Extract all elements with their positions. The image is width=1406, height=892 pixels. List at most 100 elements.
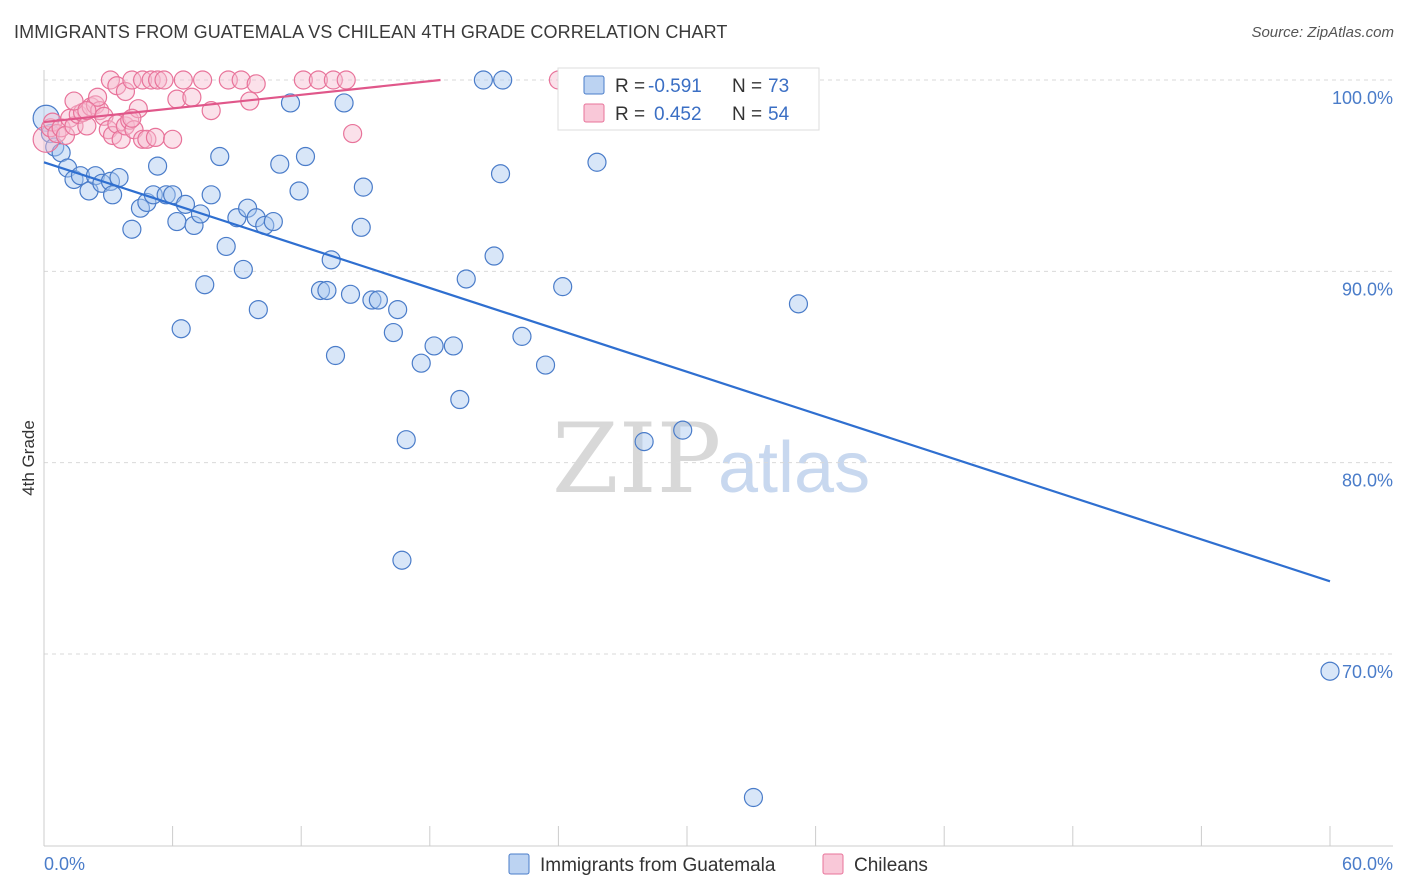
chileans-point-43 [246,74,266,94]
trend-lines [43,78,1331,583]
guatemala-point-24 [201,185,221,205]
guatemala-point-37 [310,280,331,301]
source-credit: Source: ZipAtlas.com [1251,24,1394,41]
chileans-point-29 [115,81,136,102]
legend-r-value-chileans: 0.452 [654,104,702,125]
bottom-legend-swatch-chileans [822,853,844,875]
guatemala-point-68 [195,275,215,295]
y-tick-label-1: 90.0% [1342,279,1393,299]
guatemala-point-71 [743,787,764,808]
legend-n-label-chileans: N = [732,104,762,125]
legend-r-label-chileans: R = [615,104,645,125]
stats-legend: R = -0.591 N = 73 R = 0.452 N = 54 [557,67,820,131]
chileans-point-0 [32,125,60,153]
chileans-point-33 [147,70,168,90]
guatemala-point-32 [263,211,283,232]
guatemala-point-64 [673,420,693,440]
guatemala-point-13 [122,219,142,239]
x-axis-ticks [43,826,1331,846]
chileans-point-52 [77,101,97,121]
guatemala-point-51 [424,336,444,356]
guatemala-point-62 [587,152,607,172]
chileans-point-25 [64,91,84,111]
guatemala-point-12 [102,185,123,205]
guatemala-point-52 [443,336,463,356]
legend-swatch-chileans [583,103,605,123]
guatemala-point-44 [351,217,371,237]
guatemala-point-59 [512,326,532,346]
guatemala-point-25 [210,146,230,167]
guatemala-point-35 [289,181,309,201]
bottom-legend-label-chileans: Chileans [854,855,928,876]
legend-r-value-guatemala: -0.591 [648,76,702,97]
watermark: ZIP atlas [552,403,870,515]
guatemala-point-63 [634,432,654,452]
y-tick-label-3: 70.0% [1342,662,1393,682]
y-tick-label-2: 80.0% [1342,471,1393,491]
gridlines [44,79,1393,655]
bottom-legend-label-guatemala: Immigrants from Guatemala [540,855,776,876]
watermark-atlas: atlas [718,428,870,508]
legend-n-value-chileans: 54 [768,104,790,125]
guatemala-point-47 [383,322,403,343]
guatemala-point-28 [233,259,253,280]
guatemala-point-54 [456,269,476,289]
legend-swatch-guatemala [583,75,605,95]
chileans-point-36 [173,70,193,90]
guatemala-point-57 [493,70,513,90]
guatemala-point-56 [484,246,504,266]
legend-n-value-guatemala: 73 [768,76,789,97]
chileans-point-48 [343,123,363,144]
guatemala-point-27 [227,208,247,228]
series-chileans-points [32,70,569,153]
guatemala-point-49 [396,430,416,450]
guatemala-point-40 [325,345,346,366]
legend-r-label-guatemala: R = [615,76,645,97]
chileans-point-47 [336,70,356,90]
guatemala-point-67 [171,319,191,339]
guatemala-point-66 [788,294,809,314]
guatemala-point-20 [167,211,187,232]
series-guatemala-points [32,70,1340,808]
watermark-zip: ZIP [552,403,721,515]
x-tick-label-left: 0.0% [44,854,85,874]
chileans-point-50 [145,127,166,147]
chileans-point-45 [308,70,328,90]
guatemala-point-55 [473,70,493,90]
guatemala-point-41 [334,93,354,113]
guatemala-point-69 [248,300,268,320]
guatemala-point-53 [450,389,470,410]
guatemala-point-60 [535,355,556,375]
trendline-chileans [43,78,441,124]
guatemala-point-70 [392,550,412,570]
y-tick-labels: 100.0% 90.0% 80.0% 70.0% [1332,88,1393,682]
series-legend: Immigrants from Guatemala Chileans [508,853,928,876]
guatemala-point-22 [184,215,204,236]
chileans-point-39 [201,101,221,121]
y-tick-label-0: 100.0% [1332,88,1393,108]
chileans-point-38 [193,70,213,90]
chileans-point-26 [87,87,108,107]
y-axis-title: 4th Grade [19,420,38,496]
chileans-point-34 [154,70,174,90]
legend-n-label-guatemala: N = [732,76,762,97]
chileans-point-37 [182,87,202,107]
guatemala-point-58 [490,164,511,184]
trendline-guatemala [43,161,1331,583]
guatemala-point-48 [388,300,408,320]
chileans-point-51 [163,129,183,149]
guatemala-point-17 [147,156,168,176]
guatemala-point-33 [270,154,290,174]
chileans-point-44 [293,70,313,90]
guatemala-point-45 [362,290,382,310]
chart-title: IMMIGRANTS FROM GUATEMALA VS CHILEAN 4TH… [14,22,728,42]
guatemala-point-43 [353,177,373,197]
guatemala-point-18 [156,185,176,205]
x-tick-label-right: 60.0% [1342,854,1393,874]
guatemala-point-72 [1320,661,1340,681]
guatemala-point-36 [295,146,316,167]
chileans-point-41 [231,70,251,90]
guatemala-point-38 [317,280,337,301]
guatemala-point-46 [368,290,388,310]
